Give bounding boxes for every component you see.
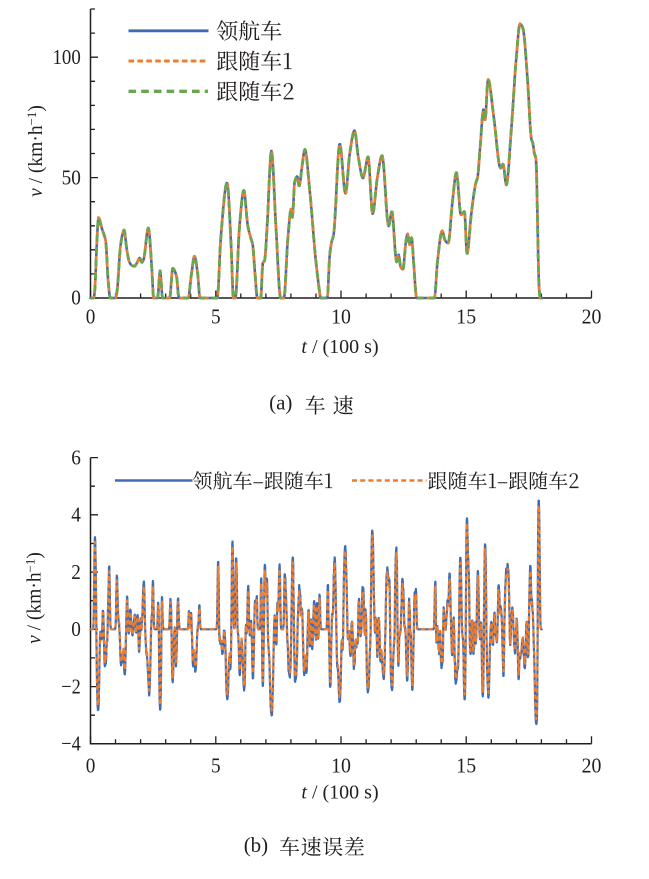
svg-text:2: 2 (71, 560, 81, 584)
svg-text:−2: −2 (61, 674, 81, 698)
svg-text:15: 15 (456, 304, 476, 328)
svg-text:0: 0 (86, 304, 96, 328)
svg-text:10: 10 (331, 304, 351, 328)
svg-text:5: 5 (211, 304, 221, 328)
svg-text:15: 15 (456, 753, 476, 777)
svg-text:4: 4 (71, 503, 81, 527)
svg-text:20: 20 (582, 304, 602, 328)
svg-text:10: 10 (331, 753, 351, 777)
svg-text:t / (100 s): t / (100 s) (301, 336, 378, 358)
svg-text:v / (km·h−1): v / (km·h−1) (23, 552, 46, 644)
svg-text:50: 50 (62, 165, 81, 189)
svg-text:(a): (a) (269, 391, 292, 415)
svg-text:(b): (b) (244, 833, 269, 857)
svg-text:5: 5 (211, 753, 221, 777)
svg-text:t / (100 s): t / (100 s) (301, 782, 378, 804)
svg-text:0: 0 (86, 753, 96, 777)
svg-text:6: 6 (71, 445, 81, 469)
svg-text:−4: −4 (61, 732, 81, 756)
svg-text:100: 100 (53, 45, 81, 69)
svg-text:20: 20 (582, 753, 602, 777)
svg-text:v / (km·h−1): v / (km·h−1) (24, 105, 47, 197)
svg-text:0: 0 (71, 617, 81, 641)
svg-text:0: 0 (71, 286, 81, 310)
